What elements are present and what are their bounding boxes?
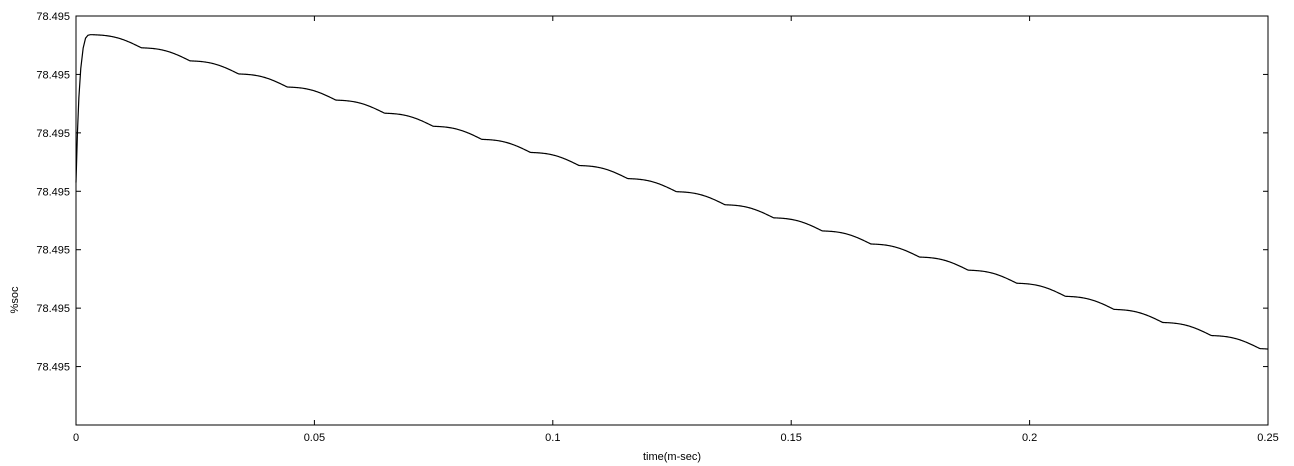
y-tick-label: 78.495 [36, 362, 70, 374]
y-tick-label: 78.495 [36, 69, 70, 81]
x-tick-label: 0 [73, 432, 79, 444]
x-tick-label: 0.05 [304, 432, 325, 444]
y-tick-label: 78.495 [36, 128, 70, 140]
x-tick-label: 0.1 [545, 432, 560, 444]
x-tick-label: 0.15 [780, 432, 801, 444]
y-axis-label: %soc [9, 286, 21, 313]
y-axis-ticks: 78.495 78.495 78.495 78.495 78.495 78.495 78.4… [36, 11, 1268, 374]
y-tick-label: 78.495 [36, 303, 70, 315]
y-tick-label: 78.495 [36, 11, 70, 23]
x-tick-label: 0.2 [1022, 432, 1037, 444]
plot-area [75, 15, 1269, 426]
x-axis-ticks: 0 0.05 0.1 0.15 0.2 0.25 [73, 16, 1279, 444]
soc-line [75, 34, 1269, 350]
x-axis-label: time(m-sec) [643, 451, 701, 463]
y-tick-label: 78.495 [36, 186, 70, 198]
x-tick-label: 0.25 [1257, 432, 1278, 444]
y-tick-label: 78.495 [36, 245, 70, 257]
